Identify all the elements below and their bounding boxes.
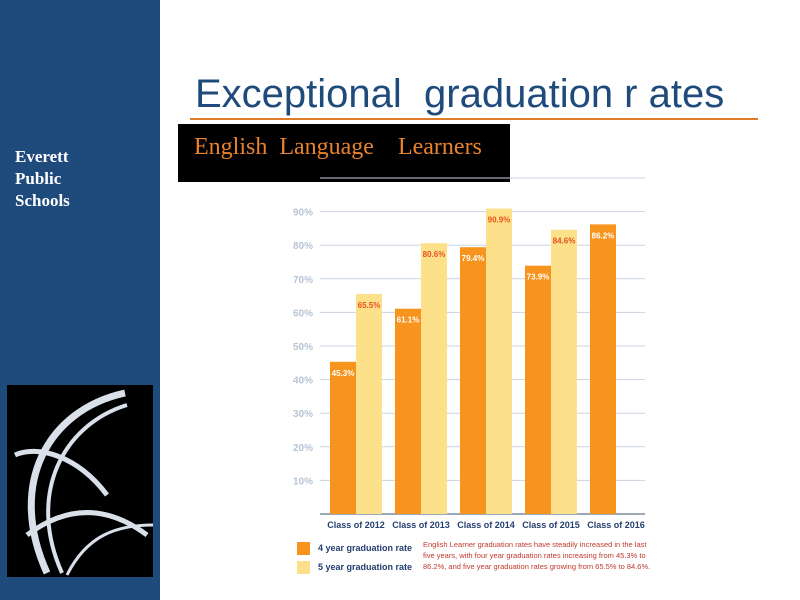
bar-4-year [460, 247, 486, 514]
chart-note: English Learner graduation rates have st… [423, 540, 651, 571]
data-label: 61.1% [397, 316, 420, 325]
data-label: 80.6% [423, 250, 446, 259]
slide-title: Exceptional graduation r ates [195, 72, 725, 116]
category-label: Class of 2012 [327, 520, 385, 530]
title-rule [190, 118, 758, 120]
category-label: Class of 2013 [392, 520, 450, 530]
bar-4-year [395, 308, 421, 514]
category-label: Class of 2015 [522, 520, 580, 530]
data-label: 79.4% [462, 254, 485, 263]
category-label: Class of 2014 [457, 520, 515, 530]
org-name-line-2: Public [15, 169, 62, 188]
y-tick-label: 20% [293, 443, 313, 454]
org-name-line-1: Everett [15, 147, 69, 166]
data-label: 65.5% [358, 301, 381, 310]
bar-5-year [551, 229, 577, 514]
legend-swatch-5-year [297, 561, 310, 574]
y-tick-label: 60% [293, 308, 313, 319]
y-tick-label: 30% [293, 409, 313, 420]
y-tick-label: 10% [293, 476, 313, 487]
slide-subtitle: English Language Learners [194, 134, 482, 160]
category-label: Class of 2016 [587, 520, 645, 530]
data-label: 90.9% [488, 216, 511, 225]
bar-4-year [330, 361, 356, 514]
legend-label-5-year: 5 year graduation rate [318, 562, 413, 572]
legend-label-4-year: 4 year graduation rate [318, 543, 413, 553]
graduation-chart: 10% 20% 30% 40% 50% 60% 70% 80% 90% 45.3% 65.5% Cla… [293, 177, 645, 530]
y-tick-label: 80% [293, 241, 313, 252]
bar-4-year [590, 224, 616, 515]
data-label: 73.9% [527, 273, 550, 282]
y-tick-label: 40% [293, 376, 313, 387]
org-name: Everett Public Schools [15, 146, 70, 212]
globe-arcs-icon [13, 389, 154, 576]
data-label: 86.2% [592, 231, 615, 240]
bar-5-year [356, 293, 382, 514]
bar-5-year [421, 243, 447, 514]
y-tick-label: 90% [293, 208, 313, 219]
subtitle-box: English Language Learners [178, 124, 510, 182]
y-tick-label: 50% [293, 342, 313, 353]
district-logo [7, 385, 154, 577]
y-tick-label: 70% [293, 275, 313, 286]
bar-4-year [525, 265, 551, 514]
legend-swatch-4-year [297, 542, 310, 555]
data-label: 84.6% [553, 237, 576, 246]
bar-5-year [486, 208, 512, 515]
data-label: 45.3% [332, 369, 355, 378]
org-name-line-3: Schools [15, 191, 70, 210]
